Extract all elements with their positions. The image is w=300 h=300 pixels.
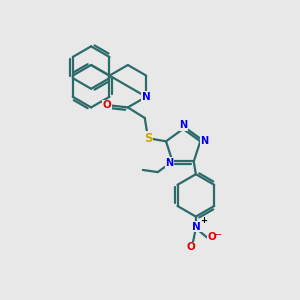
Text: N: N — [192, 222, 201, 232]
Text: O: O — [207, 232, 216, 242]
Text: N: N — [142, 92, 151, 102]
Text: +: + — [201, 215, 208, 224]
Text: N: N — [200, 136, 208, 146]
Text: N: N — [179, 120, 187, 130]
Text: O: O — [103, 100, 112, 110]
Text: O: O — [187, 242, 196, 252]
Text: N: N — [166, 158, 174, 168]
Text: −: − — [214, 230, 222, 240]
Text: S: S — [144, 132, 152, 145]
